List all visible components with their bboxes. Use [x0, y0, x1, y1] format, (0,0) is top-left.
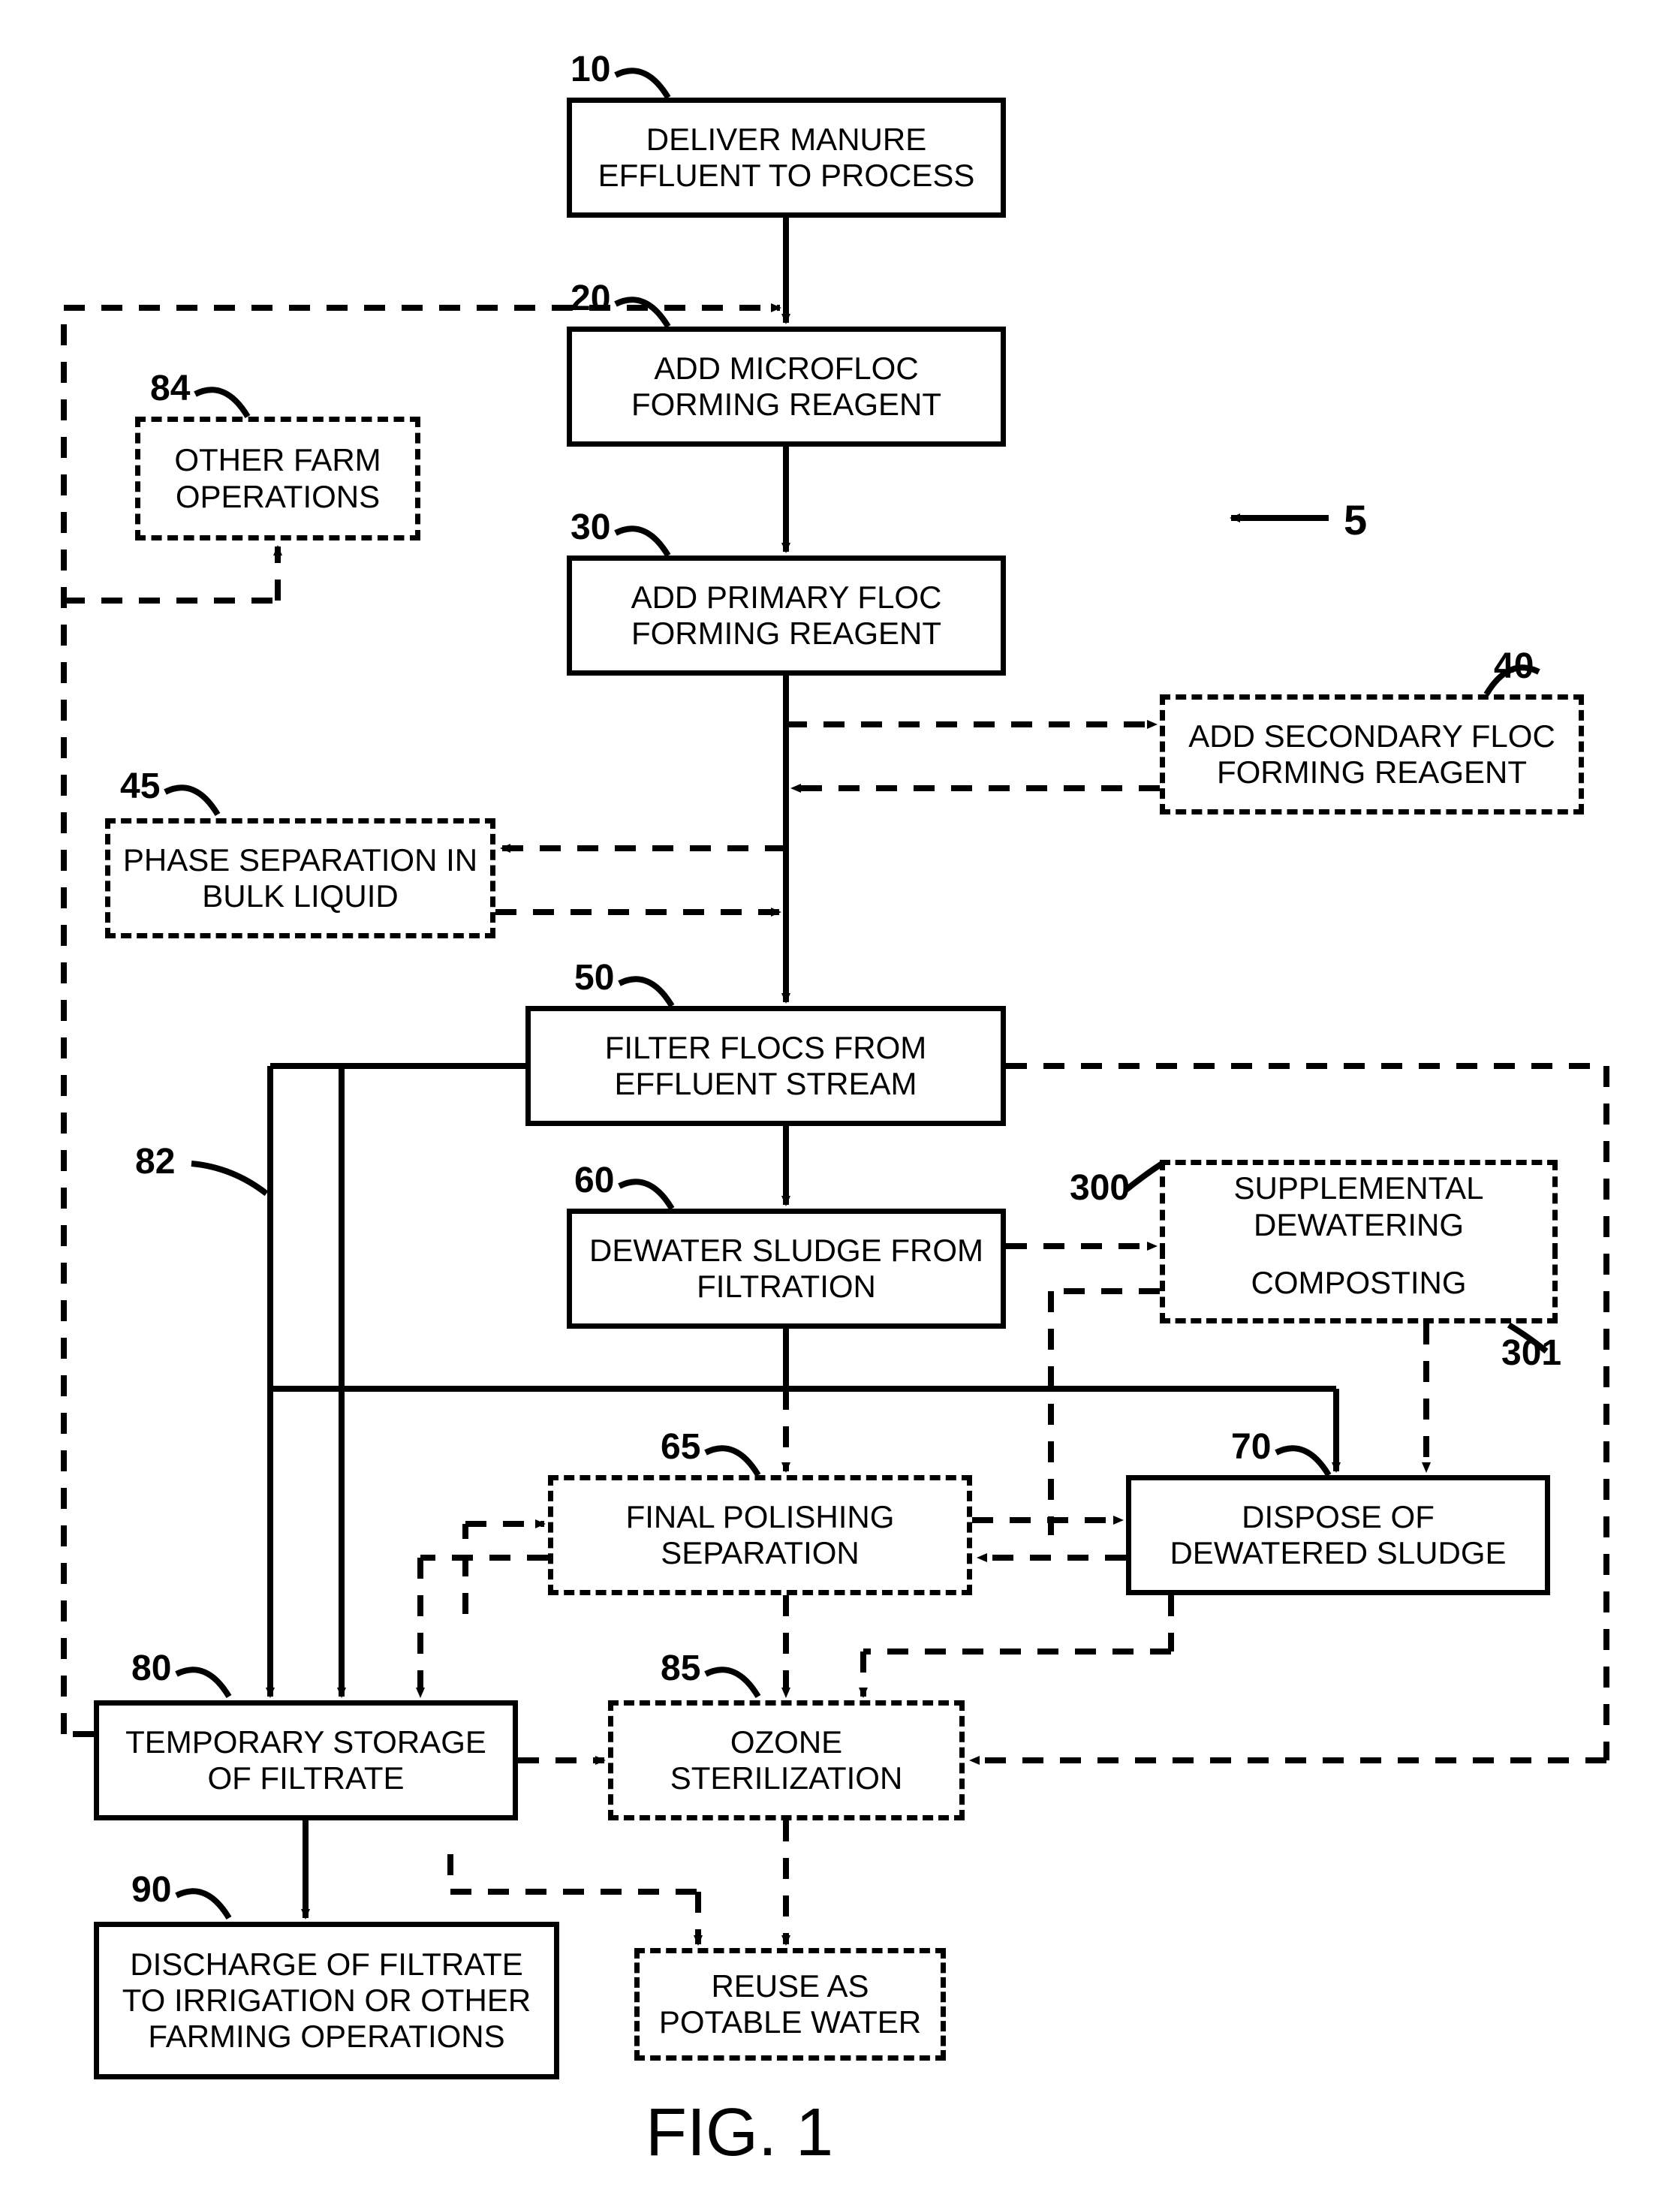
- node-65-text: FINAL POLISHING SEPARATION: [564, 1499, 956, 1572]
- node-50: FILTER FLOCS FROM EFFLUENT STREAM: [525, 1006, 1006, 1126]
- node-60-text: DEWATER SLUDGE FROM FILTRATION: [583, 1233, 990, 1305]
- label-80: 80: [131, 1648, 171, 1689]
- node-10-text: DELIVER MANURE EFFLUENT TO PROCESS: [583, 122, 990, 194]
- node-90-text: DISCHARGE OF FILTRATE TO IRRIGATION OR O…: [110, 1947, 543, 2055]
- figure-canvas: DELIVER MANURE EFFLUENT TO PROCESS 10 AD…: [0, 0, 1680, 2195]
- node-84: OTHER FARM OPERATIONS: [135, 417, 420, 540]
- node-45: PHASE SEPARATION IN BULK LIQUID: [105, 818, 495, 938]
- node-65: FINAL POLISHING SEPARATION: [548, 1475, 972, 1595]
- node-reuse: REUSE AS POTABLE WATER: [634, 1948, 946, 2061]
- node-300: SUPPLEMENTAL DEWATERING: [1160, 1160, 1558, 1254]
- node-85-text: OZONE STERILIZATION: [624, 1724, 949, 1797]
- node-reuse-text: REUSE AS POTABLE WATER: [650, 1968, 930, 2041]
- node-40: ADD SECONDARY FLOC FORMING REAGENT: [1160, 694, 1584, 814]
- label-30: 30: [571, 507, 610, 548]
- node-300-text: SUPPLEMENTAL DEWATERING: [1185, 1170, 1533, 1243]
- node-301: COMPOSTING: [1160, 1248, 1558, 1323]
- label-82: 82: [135, 1141, 175, 1182]
- node-80-text: TEMPORARY STORAGE OF FILTRATE: [110, 1724, 502, 1797]
- node-45-text: PHASE SEPARATION IN BULK LIQUID: [121, 842, 480, 915]
- label-20: 20: [571, 278, 610, 319]
- node-70-text: DISPOSE OF DEWATERED SLUDGE: [1142, 1499, 1534, 1572]
- label-40: 40: [1494, 646, 1534, 687]
- node-50-text: FILTER FLOCS FROM EFFLUENT STREAM: [541, 1030, 990, 1103]
- node-70: DISPOSE OF DEWATERED SLUDGE: [1126, 1475, 1550, 1595]
- label-90: 90: [131, 1869, 171, 1910]
- node-90: DISCHARGE OF FILTRATE TO IRRIGATION OR O…: [94, 1922, 559, 2079]
- node-20: ADD MICROFLOC FORMING REAGENT: [567, 327, 1006, 447]
- label-85: 85: [661, 1648, 700, 1689]
- node-301-text: COMPOSTING: [1251, 1265, 1466, 1301]
- label-10: 10: [571, 49, 610, 90]
- figure-caption: FIG. 1: [646, 2094, 833, 2172]
- node-60: DEWATER SLUDGE FROM FILTRATION: [567, 1209, 1006, 1329]
- node-30-text: ADD PRIMARY FLOC FORMING REAGENT: [583, 580, 990, 652]
- label-65: 65: [661, 1426, 700, 1468]
- node-85: OZONE STERILIZATION: [608, 1700, 965, 1820]
- label-5: 5: [1344, 495, 1367, 544]
- node-30: ADD PRIMARY FLOC FORMING REAGENT: [567, 556, 1006, 676]
- node-20-text: ADD MICROFLOC FORMING REAGENT: [583, 351, 990, 423]
- label-300: 300: [1070, 1167, 1130, 1209]
- label-301: 301: [1501, 1332, 1561, 1374]
- label-50: 50: [574, 957, 614, 998]
- node-84-text: OTHER FARM OPERATIONS: [151, 442, 405, 515]
- label-84: 84: [150, 368, 190, 409]
- label-45: 45: [120, 766, 160, 807]
- label-60: 60: [574, 1160, 614, 1201]
- node-10: DELIVER MANURE EFFLUENT TO PROCESS: [567, 98, 1006, 218]
- node-40-text: ADD SECONDARY FLOC FORMING REAGENT: [1176, 718, 1568, 791]
- node-80: TEMPORARY STORAGE OF FILTRATE: [94, 1700, 518, 1820]
- label-70: 70: [1231, 1426, 1271, 1468]
